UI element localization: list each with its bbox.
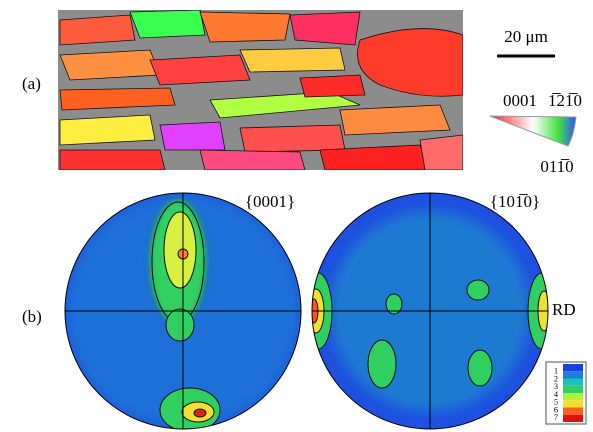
color-triangle — [490, 116, 576, 146]
pole-figure-title: {0001} — [245, 192, 295, 211]
scale-bar-label: 20 μm — [504, 27, 548, 46]
pole-figure — [304, 190, 557, 432]
legend-swatch — [563, 393, 583, 400]
figure: (a) 20 μm 0001 1̅21̅0 011̅0 (b) {0001} — [0, 0, 593, 432]
legend-label: 7 — [554, 413, 558, 422]
triangle-label: 0001 — [503, 91, 537, 110]
legend-swatch — [563, 371, 583, 378]
panel-label: (b) — [22, 307, 42, 326]
panel-label: (a) — [22, 74, 41, 93]
legend-swatch — [563, 400, 583, 407]
pole-figure — [60, 190, 310, 432]
legend-swatch — [563, 379, 583, 386]
legend-swatch — [563, 408, 583, 415]
legend-swatch — [563, 386, 583, 393]
triangle-label: 1̅21̅0 — [548, 91, 582, 110]
ebsd-map — [58, 10, 463, 170]
direction-label: RD — [552, 300, 576, 319]
legend-swatch — [563, 415, 583, 422]
legend-swatch — [563, 364, 583, 371]
pole-figure-title: {101̅0} — [490, 192, 540, 211]
triangle-label: 011̅0 — [540, 157, 573, 176]
